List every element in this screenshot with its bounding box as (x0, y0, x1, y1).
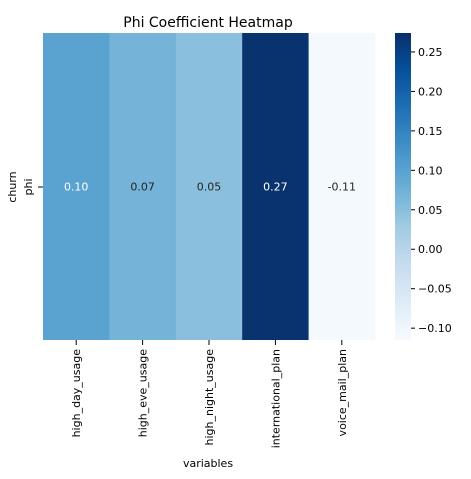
x-axis-label: variables (183, 457, 233, 470)
colorbar-ticks: −0.10 −0.05 0.00 0.05 0.10 0.15 0.20 0.25 (411, 46, 452, 335)
heatmap-cells (43, 33, 376, 340)
colorbar (395, 33, 411, 340)
colorbar-tick-label: 0.25 (418, 46, 443, 59)
x-axis-ticks: high_day_usage high_eve_usage high_night_u… (70, 340, 349, 448)
y-tick-label: phi (22, 178, 35, 195)
heatmap-cell (175, 33, 243, 340)
heatmap-cell-value: 0.07 (130, 181, 155, 194)
heatmap-cell-value: 0.27 (263, 181, 288, 194)
heatmap-cell-value: -0.11 (328, 181, 356, 194)
heatmap-cell-value: 0.10 (64, 181, 89, 194)
colorbar-tick-label: −0.10 (418, 322, 452, 335)
chart-title: Phi Coefficient Heatmap (123, 15, 293, 31)
x-tick-label: international_plan (269, 349, 282, 448)
colorbar-tick-label: 0.15 (418, 125, 443, 138)
colorbar-tick-label: 0.00 (418, 243, 443, 256)
heatmap-cell (109, 33, 177, 340)
x-tick-label: voice_mail_plan (336, 349, 349, 436)
heatmap-cell (308, 33, 376, 340)
colorbar-tick-label: 0.10 (418, 164, 443, 177)
heatmap-cell-value: 0.05 (197, 181, 222, 194)
y-axis-outer-label: churn (6, 171, 19, 202)
heatmap-cell (242, 33, 310, 340)
x-tick-label: high_eve_usage (137, 349, 150, 437)
x-tick-label: high_night_usage (203, 349, 216, 446)
colorbar-tick-label: 0.05 (418, 204, 443, 217)
heatmap-cell-labels: 0.10 0.07 0.05 0.27 -0.11 (64, 181, 356, 194)
heatmap-cell (43, 33, 110, 340)
x-tick-label: high_day_usage (70, 349, 83, 438)
colorbar-tick-label: 0.20 (418, 85, 443, 98)
colorbar-tick-label: −0.05 (418, 283, 452, 296)
